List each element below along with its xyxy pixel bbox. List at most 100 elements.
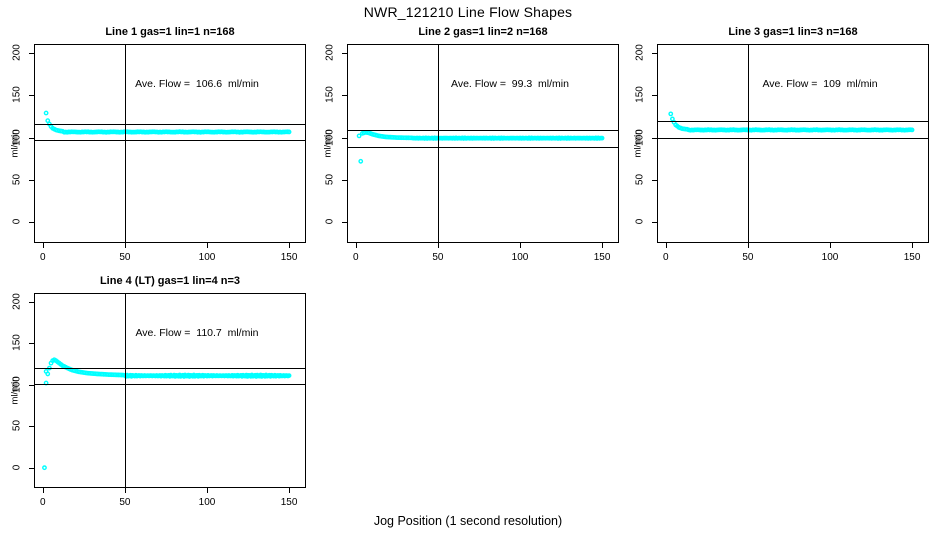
data-point (286, 373, 292, 378)
y-tick-label: 0 (11, 464, 23, 470)
x-tick-mark (829, 242, 831, 248)
y-tick-mark (29, 95, 35, 97)
data-point (909, 127, 915, 133)
y-tick-mark (652, 137, 658, 139)
data-points-layer (43, 110, 292, 135)
x-tick-mark (206, 487, 208, 493)
x-tick-mark (124, 242, 126, 248)
data-point (356, 133, 362, 139)
y-tick-label: 150 (324, 86, 336, 104)
upper-reference-line (35, 367, 305, 369)
data-point (45, 371, 51, 377)
x-tick-label: 0 (353, 252, 359, 263)
plot-area: Ave. Flow = 109 ml/min ml/min 0 50 100 150 2… (633, 44, 929, 263)
ave-flow-annotation: Ave. Flow = 99.3 ml/min (451, 78, 569, 91)
x-tick-mark (747, 242, 749, 248)
y-tick-label: 200 (324, 44, 336, 61)
x-tick-label: 50 (119, 497, 131, 508)
upper-reference-line (658, 121, 928, 123)
lower-reference-line (35, 384, 305, 386)
x-tick-mark (42, 242, 44, 248)
subplot-line-3: Line 3 gas=1 lin=3 n=168 Ave. Flow = 109… (633, 26, 929, 263)
vertical-reference-line (124, 45, 126, 242)
x-tick-label: 0 (40, 252, 46, 263)
x-tick-label: 150 (593, 252, 611, 263)
y-tick-mark (29, 467, 35, 469)
x-tick-label: 100 (821, 252, 839, 263)
y-tick-mark (652, 222, 658, 224)
y-tick-label: 200 (11, 44, 23, 61)
x-tick-mark (665, 242, 667, 248)
vertical-reference-line (437, 45, 439, 242)
y-tick-mark (342, 222, 348, 224)
x-tick-mark (519, 242, 521, 248)
ave-flow-annotation: Ave. Flow = 110.7 ml/min (135, 326, 259, 339)
y-tick-label: 100 (11, 375, 23, 393)
y-tick-mark (29, 222, 35, 224)
x-tick-label: 150 (280, 252, 298, 263)
upper-reference-line (348, 129, 618, 131)
vertical-reference-line (747, 45, 749, 242)
y-tick-mark (29, 384, 35, 386)
y-tick-mark (652, 95, 658, 97)
y-tick-mark (29, 426, 35, 428)
data-point (668, 111, 674, 117)
data-point (43, 110, 49, 116)
x-tick-mark (355, 242, 357, 248)
data-point (358, 158, 364, 164)
subplot-line-4-title: Line 4 (LT) gas=1 lin=4 n=3 (99, 275, 241, 287)
y-tick-label: 0 (11, 219, 23, 225)
x-tick-label: 100 (511, 252, 529, 263)
lower-reference-line (658, 138, 928, 140)
y-tick-mark (652, 52, 658, 54)
y-tick-label: 100 (324, 128, 336, 146)
x-tick-label: 100 (198, 497, 216, 508)
x-tick-label: 0 (40, 497, 46, 508)
data-point (599, 135, 605, 141)
lower-reference-line (348, 146, 618, 148)
y-tick-label: 150 (11, 334, 23, 352)
y-tick-mark (29, 137, 35, 139)
x-tick-mark (206, 242, 208, 248)
y-tick-label: 100 (11, 128, 23, 146)
plot-area: Ave. Flow = 110.7 ml/min ml/min 0 50 100 15… (10, 293, 306, 508)
main-title: NWR_121210 Line Flow Shapes (363, 4, 573, 20)
plot-area: Ave. Flow = 106.6 ml/min ml/min 0 50 100 15… (10, 44, 306, 263)
x-tick-label: 150 (903, 252, 921, 263)
y-tick-mark (652, 179, 658, 181)
y-tick-label: 0 (634, 219, 646, 225)
y-tick-mark (342, 95, 348, 97)
y-tick-mark (342, 137, 348, 139)
y-tick-label: 50 (634, 173, 646, 185)
ave-flow-annotation: Ave. Flow = 109 ml/min (762, 78, 878, 91)
x-tick-label: 50 (119, 252, 131, 263)
y-tick-label: 50 (11, 420, 23, 432)
data-points-layer (42, 357, 292, 471)
x-tick-label: 50 (432, 252, 444, 263)
vertical-reference-line (124, 294, 126, 487)
y-tick-mark (342, 179, 348, 181)
subplot-line-4: Line 4 (LT) gas=1 lin=4 n=3 Ave. Flow = … (10, 275, 306, 508)
upper-reference-line (35, 123, 305, 125)
y-tick-label: 150 (634, 86, 646, 104)
y-tick-label: 0 (324, 219, 336, 225)
x-tick-mark (437, 242, 439, 248)
x-tick-mark (42, 487, 44, 493)
subplot-line-2-title: Line 2 gas=1 lin=2 n=168 (418, 26, 548, 38)
x-tick-mark (289, 242, 291, 248)
x-tick-mark (602, 242, 604, 248)
subplot-line-1-title: Line 1 gas=1 lin=1 n=168 (105, 26, 235, 38)
x-tick-label: 100 (198, 252, 216, 263)
x-tick-label: 0 (663, 252, 669, 263)
plot-area: Ave. Flow = 99.3 ml/min ml/min 0 50 100 150… (323, 44, 619, 263)
lower-reference-line (35, 140, 305, 142)
y-tick-mark (29, 343, 35, 345)
y-tick-mark (29, 301, 35, 303)
x-tick-mark (289, 487, 291, 493)
y-tick-mark (342, 52, 348, 54)
x-tick-mark (912, 242, 914, 248)
data-points-layer (356, 129, 605, 164)
y-tick-label: 50 (11, 173, 23, 185)
x-tick-label: 150 (280, 497, 298, 508)
